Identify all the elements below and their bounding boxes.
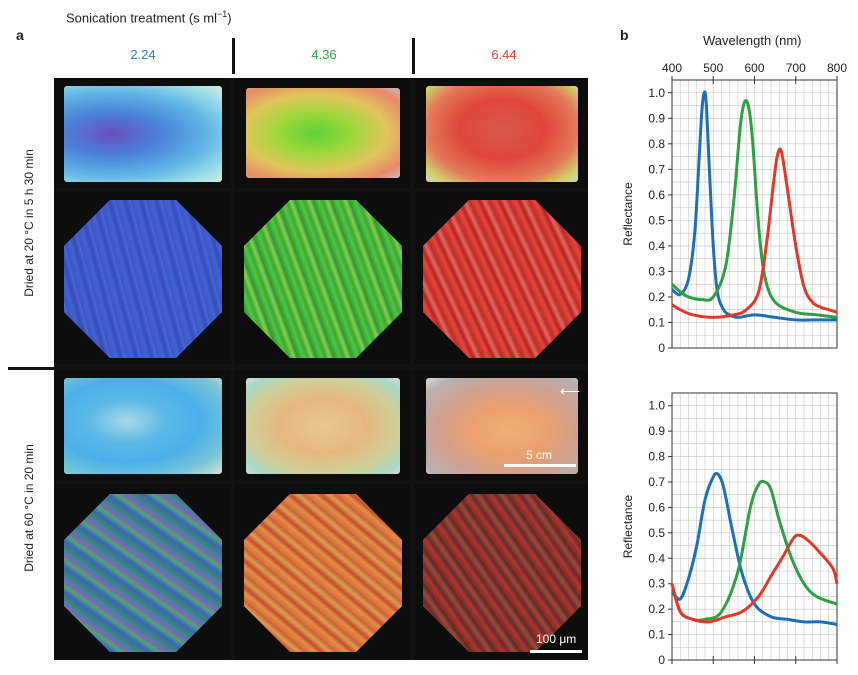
y-tick-label: 1.0	[648, 399, 665, 413]
film-sheet	[426, 86, 578, 182]
micrograph-orange-60c	[234, 484, 411, 660]
y-tick-label: 0.2	[648, 290, 665, 304]
film-sheet	[64, 378, 222, 474]
series-line-2	[670, 99, 838, 319]
y-tick-label: 0.9	[648, 424, 665, 438]
y-tick-label: 0.4	[648, 239, 665, 253]
y-tick-label: 0.6	[648, 188, 665, 202]
y-tick-label: 0	[658, 653, 665, 667]
y-tick-label: 1.0	[648, 86, 665, 100]
film-photo-red-20c	[414, 78, 588, 188]
column-label-6-44: 6.44	[491, 47, 517, 62]
y-tick-label: 0.8	[648, 137, 665, 151]
octagon-micrograph	[244, 494, 402, 652]
scale-bar-um	[530, 650, 582, 653]
micrograph-blue-20c	[54, 192, 231, 364]
micrograph-blue-60c	[54, 484, 231, 660]
x-tick-label: 600	[744, 61, 764, 75]
y-tick-label: 0.2	[648, 602, 665, 616]
scale-label-um: 100 μm	[536, 632, 577, 646]
y-tick-label: 0	[658, 341, 665, 355]
film-photo-green-60c	[234, 370, 411, 480]
x-tick-label: 700	[786, 61, 806, 75]
octagon-micrograph	[64, 200, 222, 358]
octagon-micrograph	[244, 200, 402, 358]
sonication-title: Sonication treatment (s ml−1)	[66, 9, 232, 25]
film-sheet	[426, 378, 578, 474]
photo-grid: ⟵ 5 cm 100 μm	[54, 78, 588, 660]
film-sheet	[64, 86, 222, 182]
y-axis-label: Reflectance	[621, 494, 635, 558]
film-photo-blue-60c	[54, 370, 231, 480]
y-tick-label: 0.4	[648, 551, 665, 565]
sonication-title-text: Sonication treatment (s ml	[66, 10, 218, 26]
sonication-title-close: )	[227, 10, 232, 26]
sonication-title-sup: −1	[217, 9, 228, 19]
y-tick-label: 0.3	[648, 577, 665, 591]
series-line-3	[670, 533, 839, 624]
scale-bar-cm	[504, 464, 576, 467]
y-tick-label: 0.6	[648, 500, 665, 514]
row-label-20c: Dried at 20 °C in 5 h 30 min	[22, 149, 36, 297]
film-sheet	[246, 378, 400, 474]
y-axis-label: Reflectance	[621, 182, 635, 246]
octagon-micrograph	[423, 200, 581, 358]
film-photo-red-60c: ⟵ 5 cm	[414, 370, 588, 480]
y-tick-label: 0.5	[648, 526, 665, 540]
series-line-3	[671, 147, 838, 319]
micrograph-red-20c	[414, 192, 588, 364]
row-divider	[8, 367, 54, 370]
x-tick-label: 500	[703, 61, 723, 75]
panel-letter-a: a	[16, 27, 24, 43]
film-photo-green-20c	[234, 78, 411, 188]
column-divider	[412, 38, 415, 74]
wavelength-axis-title: Wavelength (nm)	[703, 33, 802, 48]
y-tick-label: 0.9	[648, 111, 665, 125]
y-tick-label: 0.7	[648, 475, 665, 489]
series-line-1	[671, 90, 837, 322]
micrograph-red-60c: 100 μm	[414, 484, 588, 660]
row-label-60c: Dried at 60 °C in 20 min	[22, 444, 36, 572]
reflectance-chart-bottom: 0 0.1 0.2 0.3 0.4 0.5 0.6 0.7 0.8 0.9 1.0 Reflectan…	[621, 392, 839, 667]
y-tick-label: 0.7	[648, 162, 665, 176]
y-tick-label: 0.1	[648, 315, 665, 329]
scale-label-cm: 5 cm	[526, 448, 553, 462]
column-divider	[232, 38, 235, 74]
arrow-icon: ⟵	[560, 383, 581, 399]
x-tick-label: 400	[662, 61, 682, 75]
y-tick-label: 0.1	[648, 628, 665, 642]
octagon-micrograph	[64, 494, 222, 652]
series-line-1	[670, 471, 838, 626]
reflectance-chart-top: 0 0.1 0.2 0.3 0.4 0.5 0.6 0.7 0.8 0.9 1.0 400 500 600…	[621, 61, 847, 355]
film-sheet	[246, 88, 400, 178]
column-label-2-24: 2.24	[130, 47, 156, 62]
octagon-micrograph	[423, 494, 581, 652]
x-tick-label: 800	[827, 61, 847, 75]
reflectance-charts: 0 0.1 0.2 0.3 0.4 0.5 0.6 0.7 0.8 0.9 1.0 400 500 600…	[621, 61, 847, 667]
y-tick-label: 0.8	[648, 450, 665, 464]
y-tick-label: 0.5	[648, 213, 665, 227]
y-tick-label: 0.3	[648, 264, 665, 278]
column-label-4-36: 4.36	[311, 47, 337, 62]
panel-letter-b: b	[620, 27, 629, 43]
film-photo-blue-20c	[54, 78, 231, 188]
micrograph-green-20c	[234, 192, 411, 364]
